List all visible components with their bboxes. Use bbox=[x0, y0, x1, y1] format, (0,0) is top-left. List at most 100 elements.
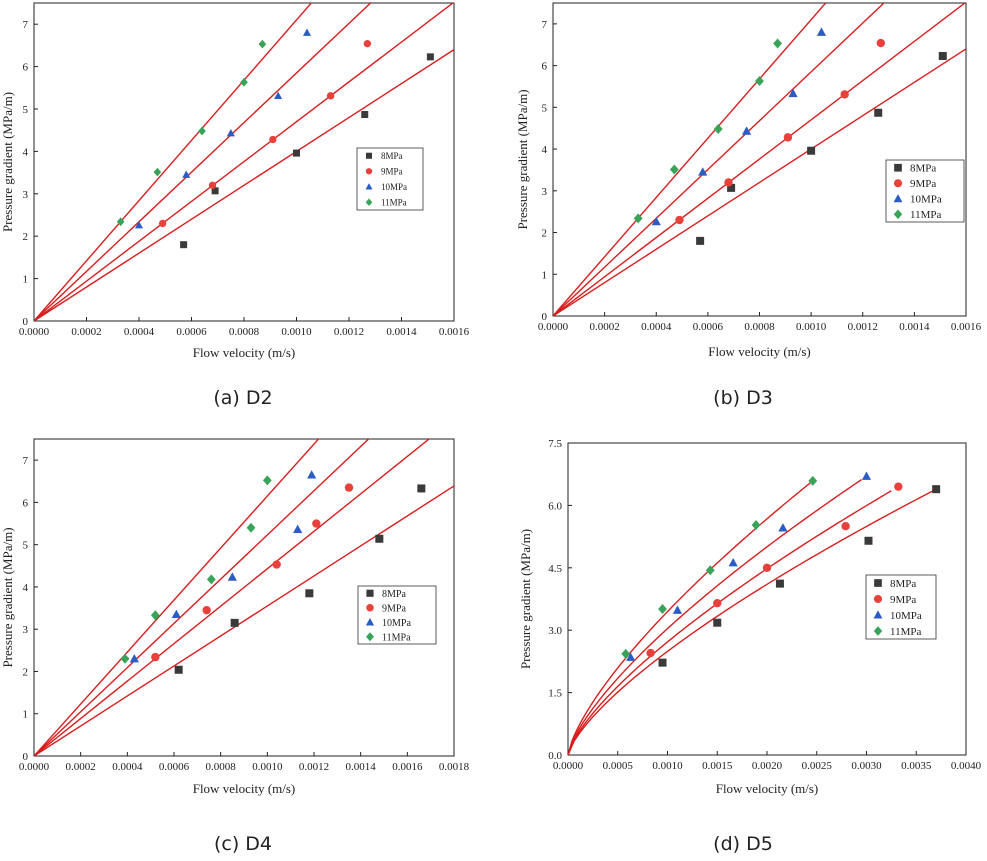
legend-marker bbox=[893, 209, 903, 220]
legend-marker bbox=[365, 617, 375, 626]
fit-lines bbox=[34, 439, 454, 756]
y-tick-label: 4.5 bbox=[548, 563, 562, 575]
data-point bbox=[151, 652, 160, 662]
data-point bbox=[206, 574, 216, 585]
y-tick-label: 2 bbox=[542, 228, 548, 240]
y-axis-label: Pressure gradient (MPa/m) bbox=[518, 529, 533, 669]
legend-label: 11MPa bbox=[381, 197, 407, 207]
legend-label: 9MPa bbox=[910, 178, 936, 190]
legend-marker bbox=[366, 632, 374, 642]
x-axis-label: Flow velocity (m/s) bbox=[708, 344, 811, 359]
series-10MPa bbox=[626, 471, 872, 661]
fit-line-8MPa bbox=[34, 49, 454, 321]
x-tick-label: 0.0040 bbox=[951, 760, 982, 772]
x-tick-label: 0.0002 bbox=[71, 326, 101, 338]
y-tick-label: 6 bbox=[542, 61, 548, 73]
legend-marker bbox=[366, 589, 374, 597]
x-tick-label: 0.0030 bbox=[851, 760, 882, 772]
y-tick-label: 2 bbox=[23, 666, 29, 678]
x-tick-label: 0.0012 bbox=[848, 321, 878, 333]
x-tick-label: 0.0004 bbox=[124, 326, 155, 338]
data-point bbox=[198, 126, 206, 136]
data-point bbox=[326, 92, 335, 100]
series-9MPa bbox=[675, 38, 886, 225]
y-tick-label: 4 bbox=[23, 582, 29, 594]
series-11MPa bbox=[116, 39, 267, 227]
chart-panel-1: 0.0000 0.0002 0.0004 0.0006 0.0008 0.0010 0.00… bbox=[0, 2, 470, 409]
x-tick-label: 0.0015 bbox=[702, 760, 733, 772]
legend-label: 10MPa bbox=[381, 182, 407, 192]
panel-caption: (a) D2 bbox=[213, 387, 272, 409]
x-tick-label: 0.0006 bbox=[176, 326, 207, 338]
x-tick-label: 0.0016 bbox=[439, 326, 470, 338]
data-point bbox=[840, 90, 849, 99]
x-tick-label: 0.0035 bbox=[901, 760, 932, 772]
legend-marker bbox=[893, 194, 903, 203]
x-tick-label: 0.0006 bbox=[159, 761, 190, 773]
legend: 8MPa 9MPa 10MPa 11MPa bbox=[865, 574, 937, 640]
panel-caption: (d) D5 bbox=[713, 833, 773, 855]
legend-marker bbox=[365, 183, 373, 190]
data-point bbox=[633, 213, 643, 224]
y-tick-label: 5 bbox=[542, 102, 548, 114]
y-tick-label: 3 bbox=[23, 624, 29, 636]
data-point bbox=[174, 665, 183, 674]
data-point bbox=[751, 519, 761, 530]
y-tick-label: 1.5 bbox=[548, 688, 562, 700]
fit-curve-10MPa bbox=[568, 479, 862, 755]
x-tick-label: 0.0006 bbox=[693, 321, 724, 333]
data-point bbox=[864, 536, 873, 545]
series-11MPa bbox=[633, 38, 782, 224]
data-point bbox=[672, 605, 683, 614]
legend-label: 11MPa bbox=[382, 632, 411, 643]
fit-lines bbox=[553, 3, 966, 316]
data-point bbox=[417, 484, 426, 493]
data-point bbox=[262, 475, 272, 486]
legend-marker bbox=[893, 179, 903, 188]
data-point bbox=[240, 77, 248, 87]
chart-panel-3: 0.0000 0.0002 0.0004 0.0006 0.0008 0.0010 0.00… bbox=[0, 438, 470, 855]
data-point bbox=[150, 610, 160, 621]
y-tick-label: 3 bbox=[23, 189, 29, 201]
data-point bbox=[675, 215, 684, 225]
series-9MPa bbox=[158, 40, 372, 228]
x-tick-label: 0.0012 bbox=[334, 326, 364, 338]
fit-curve-9MPa bbox=[568, 490, 892, 755]
legend-marker bbox=[365, 198, 373, 207]
y-tick-label: 6 bbox=[23, 497, 29, 509]
fit-curve-11MPa bbox=[568, 481, 813, 755]
data-point bbox=[728, 558, 738, 567]
y-tick-label: 0 bbox=[23, 751, 29, 763]
series-10MPa bbox=[129, 470, 317, 663]
fit-line-8MPa bbox=[34, 485, 454, 756]
x-tick-label: 0.0008 bbox=[229, 326, 260, 338]
data-point bbox=[861, 471, 872, 480]
y-tick-label: 5 bbox=[23, 540, 29, 552]
legend-marker bbox=[894, 163, 902, 172]
y-tick-label: 5 bbox=[23, 104, 29, 116]
legend-marker bbox=[873, 610, 883, 619]
data-point bbox=[227, 572, 237, 581]
data-point bbox=[778, 523, 788, 532]
data-point bbox=[705, 565, 715, 576]
data-point bbox=[841, 522, 850, 531]
data-point bbox=[230, 618, 239, 627]
x-axis-label: Flow velocity (m/s) bbox=[193, 345, 296, 360]
data-point bbox=[658, 603, 667, 614]
x-tick-label: 0.0018 bbox=[439, 761, 470, 773]
data-point bbox=[344, 483, 354, 492]
y-tick-label: 6.0 bbox=[548, 500, 562, 512]
data-point bbox=[808, 475, 818, 486]
y-axis-label: Pressure gradient (MPa/m) bbox=[0, 92, 15, 232]
x-tick-label: 0.0016 bbox=[392, 761, 423, 773]
y-tick-label: 4 bbox=[542, 144, 548, 156]
x-tick-label: 0.0000 bbox=[19, 761, 50, 773]
series-8MPa bbox=[658, 485, 941, 667]
legend-label: 9MPa bbox=[381, 166, 403, 176]
data-point bbox=[129, 653, 139, 663]
legend-marker bbox=[873, 626, 883, 636]
legend-marker bbox=[874, 579, 882, 587]
data-point bbox=[202, 605, 211, 615]
legend-label: 11MPa bbox=[910, 209, 941, 221]
data-point bbox=[426, 53, 434, 61]
